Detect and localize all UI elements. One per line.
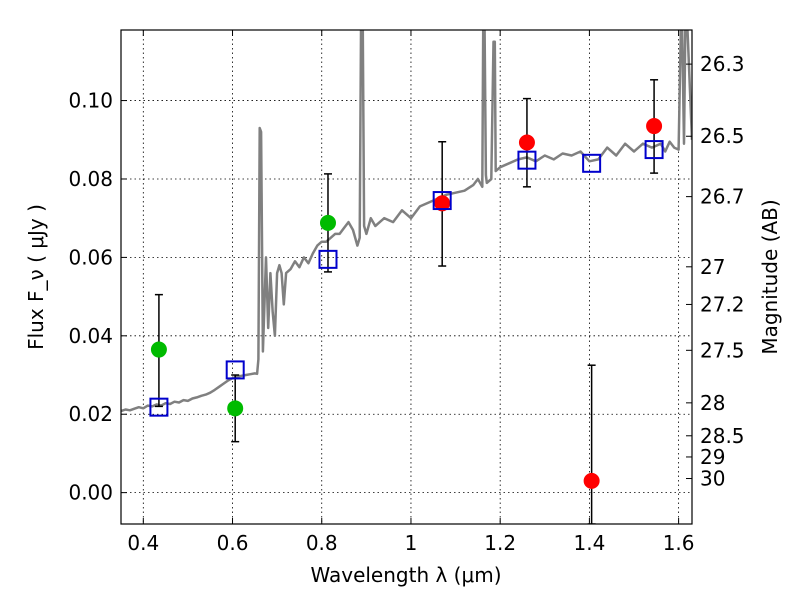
model-band-point [582, 153, 602, 173]
x-tick-label: 1 [405, 531, 418, 555]
y-tick-label: 0.02 [68, 402, 113, 426]
data-point [150, 341, 167, 358]
y-tick-label: 0.00 [68, 481, 113, 505]
data-point [518, 134, 535, 151]
model-band-point [517, 150, 537, 170]
x-tick-label: 1.6 [663, 531, 695, 555]
y-axis-label: Flux F_ν ( μJy ) [24, 204, 48, 350]
x-axis: 0.4 0.6 0.8 1 1.2 1.4 1.6 [127, 30, 695, 555]
model-band-point [225, 360, 245, 380]
data-point [319, 214, 336, 231]
y-tick-label: 0.10 [68, 89, 113, 113]
model-band-point [318, 249, 338, 269]
model-band-point [432, 191, 452, 211]
x-tick-label: 0.6 [217, 531, 249, 555]
right-tick-label: 27.2 [700, 292, 745, 316]
model-band-point [149, 397, 169, 417]
y-tick-label: 0.08 [68, 167, 113, 191]
plot-layer [121, 30, 692, 524]
right-tick-label: 26.7 [700, 185, 745, 209]
right-tick-label: 29 [700, 445, 725, 469]
right-tick-label: 26.3 [700, 52, 745, 76]
right-tick-label: 27.5 [700, 338, 745, 362]
y-tick-label: 0.06 [68, 245, 113, 269]
data-point [227, 400, 244, 417]
y-tick-label: 0.04 [68, 324, 113, 348]
right-tick-label: 26.5 [700, 124, 745, 148]
data-markers [149, 118, 664, 489]
x-axis-label: Wavelength λ (μm) [310, 563, 501, 587]
right-tick-label: 30 [700, 467, 725, 491]
right-axis-label: Magnitude (AB) [758, 199, 782, 354]
x-tick-label: 1.2 [484, 531, 516, 555]
plot-area-background [121, 30, 692, 524]
right-tick-label: 28.5 [700, 424, 745, 448]
plot-frame [120, 29, 693, 525]
right-tick-label: 28 [700, 391, 725, 415]
data-point [583, 472, 600, 489]
x-tick-label: 0.4 [127, 531, 159, 555]
x-tick-label: 1.4 [573, 531, 605, 555]
model-spectrum-line [121, 30, 692, 413]
y-axis-left: 0.00 0.02 0.04 0.06 0.08 0.10 [68, 89, 127, 505]
right-tick-label: 27 [700, 255, 725, 279]
x-tick-label: 0.8 [306, 531, 338, 555]
model-band-point [644, 140, 664, 160]
data-point [646, 118, 663, 135]
